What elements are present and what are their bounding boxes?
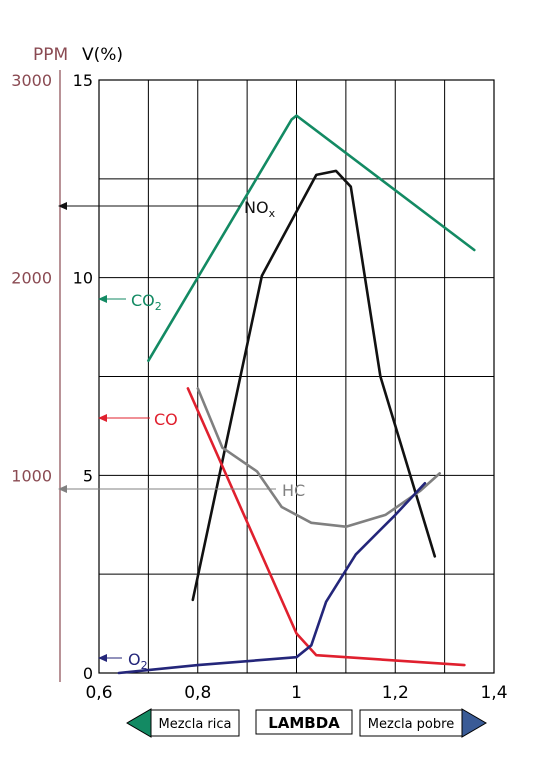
co2-label-sub: 2 — [155, 300, 162, 313]
nox-label: NOx — [58, 198, 276, 220]
o2-label-main: O — [128, 650, 141, 669]
ppm-axis-title: PPM — [33, 45, 68, 65]
lean-arrow-head — [461, 708, 487, 738]
x-tick-label: 0,8 — [184, 683, 211, 703]
hc-label: HC — [58, 481, 305, 500]
volume-tick-label: 10 — [73, 269, 93, 288]
x-tick-label: 0,6 — [85, 683, 112, 703]
co-series-line — [186, 387, 466, 667]
co-label-text: CO — [154, 410, 178, 429]
co2-label: CO2 — [98, 291, 162, 313]
rich-arrow-label: Mezcla rica — [159, 717, 232, 732]
rich-mixture-arrow: Mezcla rica — [126, 708, 240, 738]
nox-label-sub: x — [269, 207, 276, 220]
x-tick-label: 1,4 — [480, 683, 507, 703]
plot-frame — [98, 79, 495, 674]
lambda-label: LAMBDA — [268, 714, 340, 732]
lean-arrow-label: Mezcla pobre — [368, 717, 454, 732]
lean-mixture-arrow: Mezcla pobre — [359, 708, 487, 738]
volume-tick-label: 15 — [73, 71, 93, 90]
lean-arrow-box — [359, 709, 463, 737]
lambda-box: LAMBDA — [255, 709, 353, 735]
co2-series-line — [147, 114, 476, 363]
volume-tick-label: 0 — [83, 664, 93, 683]
hc-label-text: HC — [282, 481, 305, 500]
nox-label-main: NO — [244, 198, 269, 217]
x-tick-label: 1 — [291, 683, 302, 703]
rich-arrow-head — [126, 708, 152, 738]
rich-arrow-box — [150, 709, 240, 737]
volume-tick-label: 5 — [83, 466, 93, 485]
volume-axis-title: V(%) — [82, 45, 123, 65]
o2-label: O2 — [98, 650, 148, 672]
co-label: CO — [98, 410, 178, 429]
ppm-tick-label: 3000 — [11, 71, 52, 90]
ppm-tick-label: 2000 — [11, 269, 52, 288]
x-tick-label: 1,2 — [382, 683, 409, 703]
nox-series-line — [191, 169, 437, 602]
co2-label-main: CO — [131, 291, 155, 310]
svg-text:CO2: CO2 — [131, 291, 162, 313]
ppm-tick-label: 1000 — [11, 466, 52, 485]
svg-text:NOx: NOx — [244, 198, 276, 220]
o2-label-sub: 2 — [141, 659, 148, 672]
svg-text:O2: O2 — [128, 650, 148, 672]
o2-series-line — [117, 481, 427, 675]
